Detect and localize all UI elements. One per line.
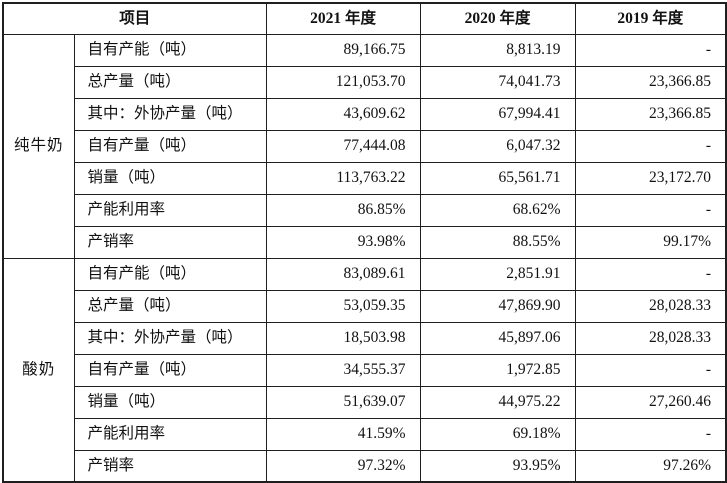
value-2020: 1,972.85 [419,353,576,387]
value-2019: - [574,257,727,291]
header-row: 项目 2021 年度 2020 年度 2019 年度 [2,2,727,35]
header-year-2020: 2020 年度 [419,2,576,35]
value-2021: 77,444.08 [265,129,421,163]
value-2021: 34,555.37 [265,353,421,387]
row-label: 自有产量（吨） [73,129,267,163]
table-row: 总产量（吨） 121,053.70 74,041.73 23,366.85 [3,65,727,99]
value-2021: 53,059.35 [265,289,421,323]
value-2019: 23,366.85 [574,97,727,131]
value-2020: 69.18% [419,417,576,451]
value-2019: 27,260.46 [574,385,727,419]
row-label: 产销率 [73,225,267,259]
value-2020: 93.95% [419,449,576,483]
value-2020: 8,813.19 [419,33,576,67]
header-item-col: 项目 [2,2,267,35]
value-2021: 113,763.22 [265,161,421,195]
table-row: 产销率 97.32% 93.95% 97.26% [3,449,727,483]
value-2021: 43,609.62 [265,97,421,131]
value-2020: 65,561.71 [419,161,576,195]
row-label: 总产量（吨） [73,289,267,323]
table-row: 产能利用率 41.59% 69.18% - [3,417,727,451]
row-label: 销量（吨） [73,161,267,195]
value-2021: 97.32% [265,449,421,483]
row-label: 总产量（吨） [73,65,267,99]
value-2019: 99.17% [574,225,727,259]
group-label-yogurt: 酸奶 [2,257,75,483]
table-row: 产能利用率 86.85% 68.62% - [3,193,727,227]
value-2020: 47,869.90 [419,289,576,323]
value-2020: 67,994.41 [419,97,576,131]
table-row: 其中：外协产量（吨） 18,503.98 45,897.06 28,028.33 [3,321,727,355]
table-row: 其中：外协产量（吨） 43,609.62 67,994.41 23,366.85 [3,97,727,131]
value-2019: 23,172.70 [574,161,727,195]
value-2020: 45,897.06 [419,321,576,355]
row-label: 产销率 [73,449,267,483]
value-2020: 2,851.91 [419,257,576,291]
row-label: 其中：外协产量（吨） [73,321,267,355]
table-row: 销量（吨） 51,639.07 44,975.22 27,260.46 [3,385,727,419]
value-2019: - [574,33,727,67]
row-label: 自有产量（吨） [73,353,267,387]
value-2021: 86.85% [265,193,421,227]
value-2019: - [574,193,727,227]
value-2021: 83,089.61 [265,257,421,291]
value-2020: 88.55% [419,225,576,259]
table-row: 纯牛奶 自有产能（吨） 89,166.75 8,813.19 - [2,33,727,259]
value-2019: 28,028.33 [574,289,727,323]
value-2020: 68.62% [419,193,576,227]
value-2021: 93.98% [265,225,421,259]
row-label: 产能利用率 [73,417,267,451]
value-2021: 89,166.75 [265,33,421,67]
table-row: 自有产量（吨） 34,555.37 1,972.85 - [3,353,727,387]
table-row: 自有产量（吨） 77,444.08 6,047.32 - [3,129,727,163]
row-label: 产能利用率 [73,193,267,227]
group-label-pure-milk: 纯牛奶 [2,33,75,259]
value-2019: 28,028.33 [574,321,727,355]
value-2021: 51,639.07 [265,385,421,419]
value-2019: - [574,417,727,451]
row-label: 销量（吨） [73,385,267,419]
value-2019: 97.26% [574,449,727,483]
table-row: 总产量（吨） 53,059.35 47,869.90 28,028.33 [3,289,727,323]
header-year-2019: 2019 年度 [574,2,727,35]
row-label: 自有产能（吨） [73,257,267,291]
header-year-2021: 2021 年度 [265,2,421,35]
table-row: 销量（吨） 113,763.22 65,561.71 23,172.70 [3,161,727,195]
value-2019: 23,366.85 [574,65,727,99]
row-label: 自有产能（吨） [73,33,267,67]
table-row: 酸奶 自有产能（吨） 83,089.61 2,851.91 - [2,257,727,483]
value-2019: - [574,129,727,163]
value-2021: 18,503.98 [265,321,421,355]
value-2020: 6,047.32 [419,129,576,163]
value-2021: 121,053.70 [265,65,421,99]
value-2020: 44,975.22 [419,385,576,419]
value-2019: - [574,353,727,387]
value-2020: 74,041.73 [419,65,576,99]
table-row: 产销率 93.98% 88.55% 99.17% [3,225,727,259]
row-label: 其中：外协产量（吨） [73,97,267,131]
value-2021: 41.59% [265,417,421,451]
